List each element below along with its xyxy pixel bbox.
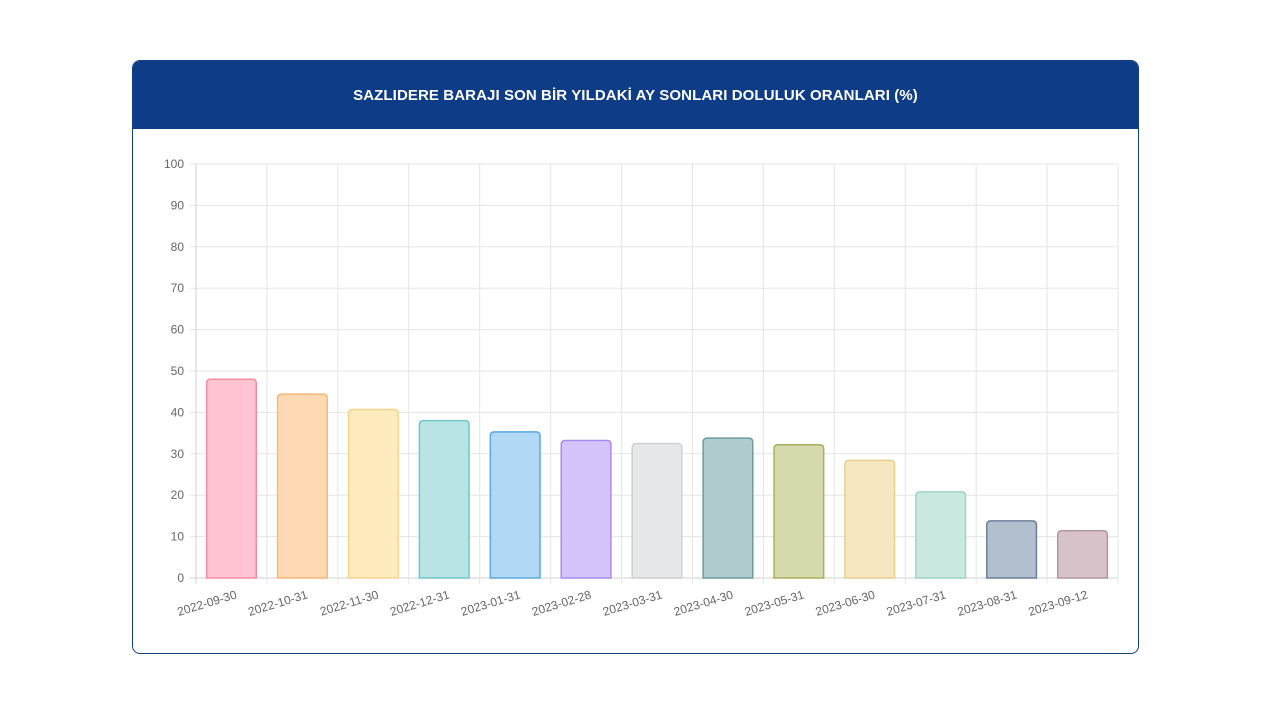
x-tick-label: 2023-08-31 bbox=[956, 587, 1019, 618]
y-tick-label: 100 bbox=[164, 157, 184, 171]
x-tick-label: 2023-02-28 bbox=[530, 587, 593, 618]
y-tick-label: 10 bbox=[171, 530, 185, 544]
x-tick-label: 2023-03-31 bbox=[601, 587, 664, 618]
x-tick-label: 2022-12-31 bbox=[388, 587, 451, 618]
chart-card: SAZLIDERE BARAJI SON BİR YILDAKİ AY SONL… bbox=[132, 60, 1139, 654]
x-tick-label: 2023-05-31 bbox=[743, 587, 806, 618]
y-tick-label: 60 bbox=[171, 323, 185, 337]
bar bbox=[1056, 530, 1109, 579]
x-tick-label: 2023-06-30 bbox=[814, 587, 877, 618]
y-tick-label: 50 bbox=[171, 364, 185, 378]
x-tick-label: 2022-09-30 bbox=[176, 587, 239, 618]
bar bbox=[986, 520, 1038, 579]
x-tick-label: 2023-01-31 bbox=[459, 587, 522, 618]
bar-chart: 0 10 20 30 40 50 60 70 80 90 100 2022-09-30 2022-10-… bbox=[164, 157, 1119, 619]
y-tick-label: 90 bbox=[171, 198, 185, 212]
x-tick-label: 2022-11-30 bbox=[318, 587, 380, 618]
bar bbox=[560, 439, 612, 579]
y-tick-label: 30 bbox=[171, 447, 185, 461]
bar bbox=[418, 419, 470, 579]
bar bbox=[205, 378, 258, 579]
bar bbox=[844, 459, 896, 579]
x-tick-label: 2022-10-31 bbox=[246, 587, 309, 618]
bar bbox=[915, 491, 967, 579]
bar bbox=[702, 437, 754, 579]
x-tick-label: 2023-07-31 bbox=[885, 587, 948, 618]
bar bbox=[347, 408, 399, 579]
bar bbox=[631, 442, 683, 579]
y-tick-label: 20 bbox=[171, 488, 185, 502]
x-tick-label: 2023-09-12 bbox=[1027, 587, 1090, 618]
bar bbox=[773, 443, 825, 579]
y-tick-label: 40 bbox=[171, 405, 185, 419]
y-tick-label: 0 bbox=[177, 571, 184, 585]
x-tick-label: 2023-04-30 bbox=[672, 587, 735, 618]
bar bbox=[489, 431, 541, 579]
y-tick-label: 80 bbox=[171, 240, 185, 254]
card-header: SAZLIDERE BARAJI SON BİR YILDAKİ AY SONL… bbox=[133, 61, 1138, 129]
chart-title: SAZLIDERE BARAJI SON BİR YILDAKİ AY SONL… bbox=[353, 86, 918, 104]
bar bbox=[276, 393, 328, 579]
y-tick-label: 70 bbox=[171, 281, 185, 295]
